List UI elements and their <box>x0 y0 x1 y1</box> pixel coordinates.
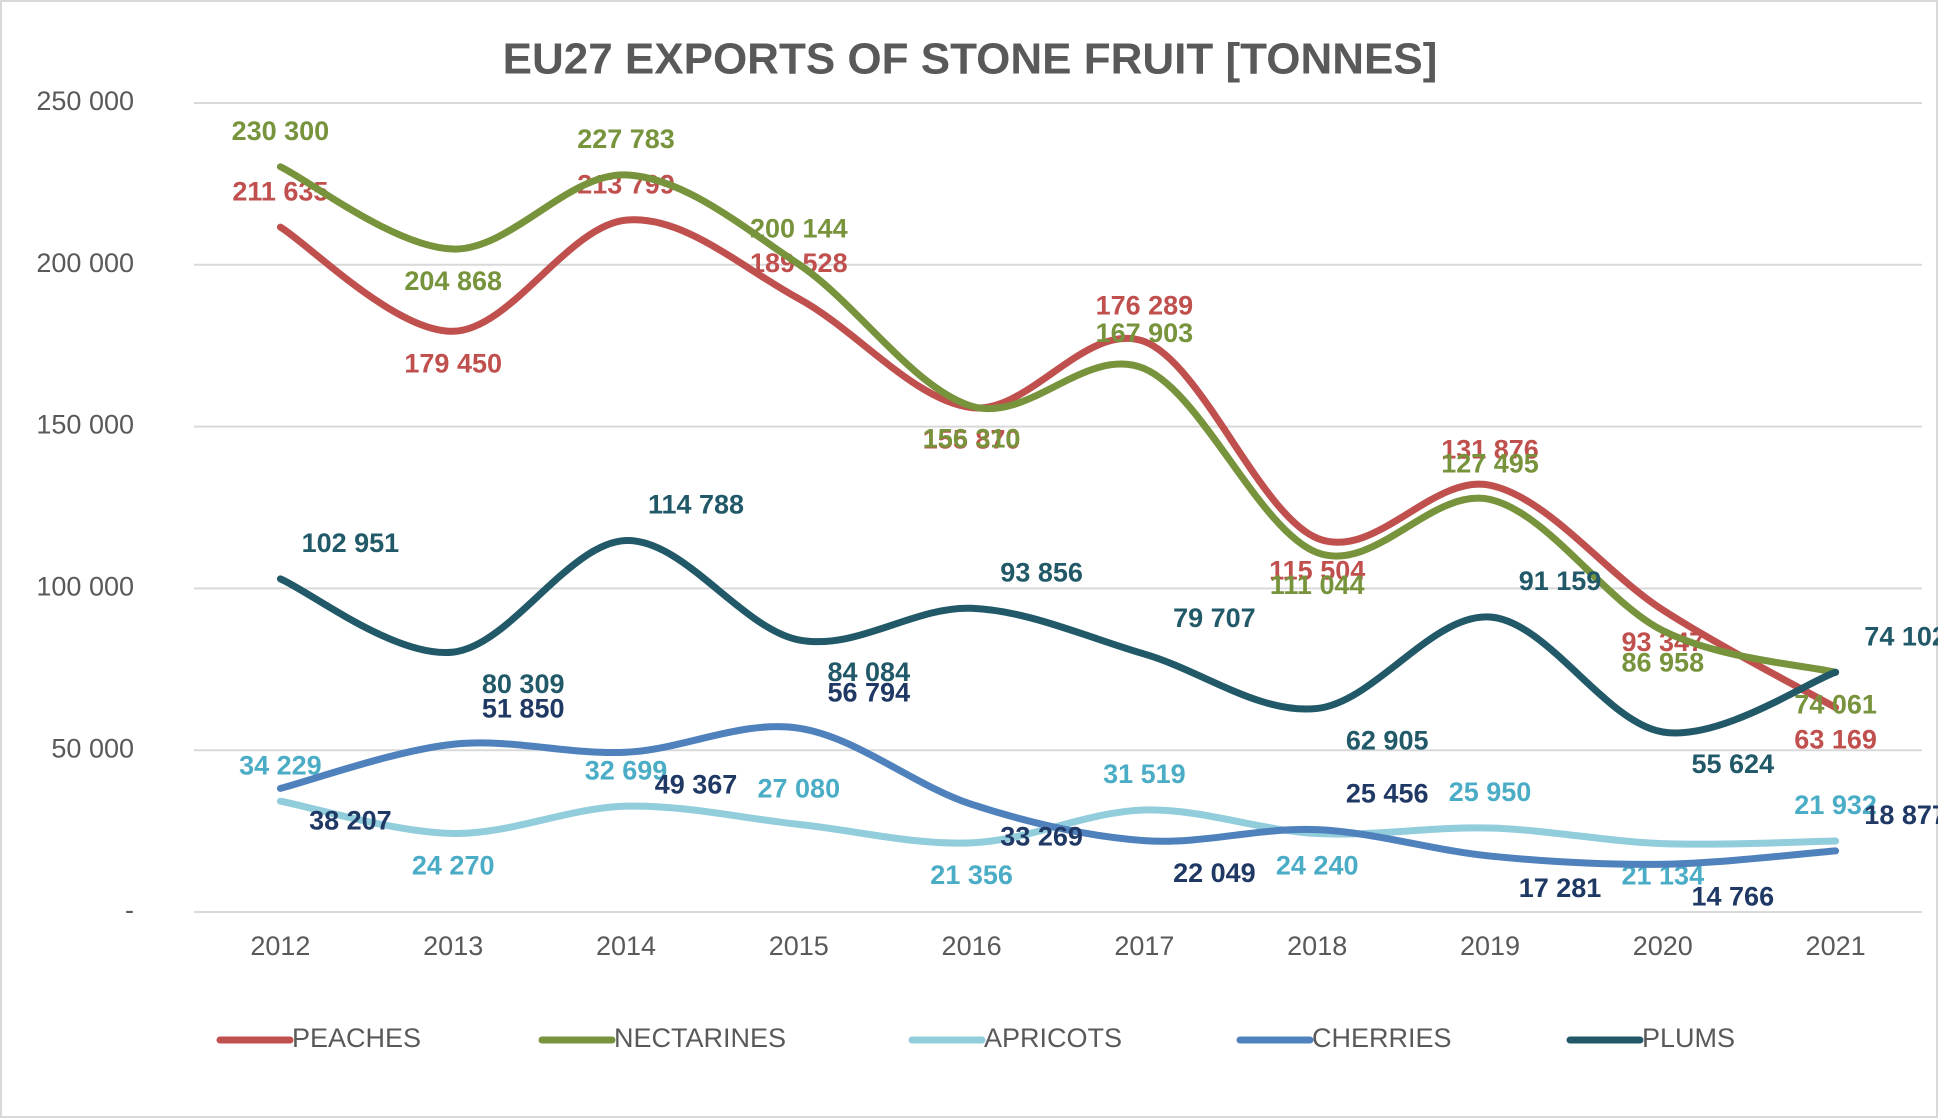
data-label: 34 229 <box>239 750 322 780</box>
y-tick-label: 150 000 <box>36 410 134 440</box>
legend-label: APRICOTS <box>984 1023 1122 1053</box>
data-label: 84 084 <box>828 657 911 687</box>
data-label: 21 932 <box>1794 790 1877 820</box>
data-label: 18 877 <box>1864 800 1938 830</box>
data-label: 211 635 <box>232 176 328 206</box>
series-line <box>276 216 1840 712</box>
data-label: 49 367 <box>655 769 738 799</box>
data-label: 131 876 <box>1441 434 1539 464</box>
data-label: 63 169 <box>1794 725 1877 755</box>
data-label: 176 289 <box>1096 291 1194 321</box>
data-label: 80 309 <box>482 669 565 699</box>
data-label: 56 794 <box>828 677 911 707</box>
data-label: 155 870 <box>923 425 1021 455</box>
y-tick-label: 200 000 <box>36 248 134 278</box>
data-label: 24 270 <box>412 851 495 881</box>
data-label: 74 061 <box>1794 689 1877 719</box>
y-tick-label: - <box>125 895 134 925</box>
x-tick-label: 2017 <box>1114 931 1174 961</box>
data-label: 62 905 <box>1346 726 1429 756</box>
x-tick-label: 2015 <box>769 931 829 961</box>
x-tick-label: 2021 <box>1806 931 1866 961</box>
data-label: 91 159 <box>1519 566 1602 596</box>
x-tick-label: 2019 <box>1460 931 1520 961</box>
data-label: 33 269 <box>1000 821 1083 851</box>
data-label: 32 699 <box>585 755 668 785</box>
legend-label: NECTARINES <box>614 1023 786 1053</box>
data-label: 115 504 <box>1269 555 1365 585</box>
data-label: 14 766 <box>1692 881 1775 911</box>
legend-label: PEACHES <box>292 1023 421 1053</box>
series-line <box>276 723 1840 868</box>
data-label: 51 850 <box>482 693 565 723</box>
data-label: 38 207 <box>309 805 392 835</box>
data-label: 102 951 <box>302 528 400 558</box>
x-tick-label: 2014 <box>596 931 656 961</box>
data-label: 204 868 <box>404 266 502 296</box>
series-line <box>276 537 1840 737</box>
data-label: 25 950 <box>1449 777 1532 807</box>
data-label: 79 707 <box>1173 603 1256 633</box>
data-label: 127 495 <box>1441 449 1539 479</box>
data-label: 24 240 <box>1276 851 1359 881</box>
legend-label: CHERRIES <box>1312 1023 1452 1053</box>
x-tick-label: 2013 <box>423 931 483 961</box>
x-tick-label: 2012 <box>250 931 310 961</box>
data-label: 200 144 <box>750 213 848 243</box>
data-label: 111 044 <box>1270 570 1365 600</box>
data-label: 86 958 <box>1622 648 1705 678</box>
x-tick-label: 2016 <box>942 931 1002 961</box>
legend-label: PLUMS <box>1642 1023 1735 1053</box>
data-label: 55 624 <box>1692 749 1775 779</box>
data-label: 74 102 <box>1864 621 1938 651</box>
data-label: 22 049 <box>1173 858 1256 888</box>
x-tick-label: 2020 <box>1633 931 1693 961</box>
chart-title: EU27 EXPORTS OF STONE FRUIT [TONNES] <box>503 35 1438 84</box>
data-label: 179 450 <box>404 348 502 378</box>
series-line <box>276 163 1840 676</box>
data-label: 27 080 <box>758 773 841 803</box>
data-label: 17 281 <box>1519 873 1602 903</box>
data-label: 21 356 <box>930 860 1013 890</box>
data-label: 93 856 <box>1000 557 1083 587</box>
data-label: 230 300 <box>232 116 330 146</box>
data-label: 167 903 <box>1096 318 1194 348</box>
data-label: 31 519 <box>1103 759 1186 789</box>
x-tick-label: 2018 <box>1287 931 1347 961</box>
data-label: 114 788 <box>648 490 744 520</box>
y-tick-label: 250 000 <box>36 86 134 116</box>
data-label: 156 310 <box>923 423 1021 453</box>
y-tick-label: 100 000 <box>36 572 134 602</box>
data-label: 227 783 <box>577 124 675 154</box>
data-label: 25 456 <box>1346 779 1429 809</box>
y-tick-label: 50 000 <box>51 733 134 763</box>
